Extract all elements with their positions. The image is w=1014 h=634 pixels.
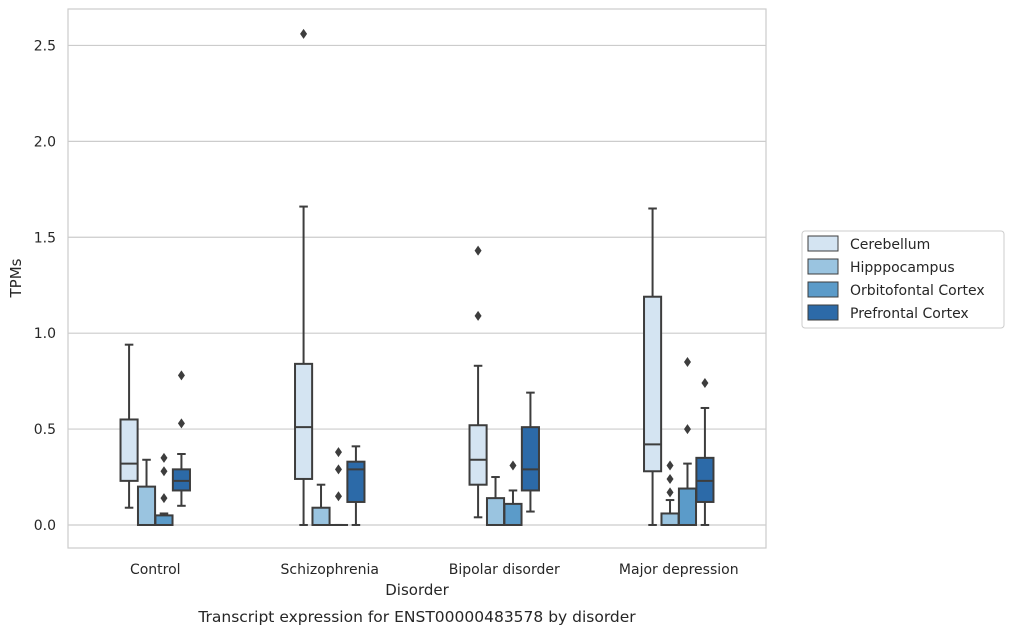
box-element	[346, 445, 366, 526]
box-element	[485, 476, 506, 526]
box-element	[136, 458, 157, 526]
y-tick-label: 0.0	[34, 518, 56, 534]
x-axis-ticks: Control Schizophrenia Bipolar disorder Majo…	[130, 562, 739, 578]
outlier-point	[177, 418, 185, 429]
outlier-point	[509, 460, 517, 471]
outlier-point	[701, 378, 709, 389]
outlier-point	[160, 466, 168, 477]
box-iqr	[136, 485, 157, 526]
box-groups	[119, 28, 715, 526]
outlier-point	[683, 424, 691, 435]
box-element	[677, 356, 698, 526]
box-iqr	[520, 426, 540, 492]
outlier-point	[666, 487, 674, 498]
outlier-point	[666, 460, 674, 471]
legend-frame	[801, 230, 1005, 329]
box-iqr	[154, 514, 174, 526]
outlier-point	[160, 452, 168, 463]
outlier-point	[666, 473, 674, 484]
series-cerebellum	[119, 28, 663, 526]
series-hipppocampus	[136, 458, 680, 526]
outlier-point	[300, 28, 308, 39]
outlier-point	[334, 447, 342, 458]
box-element	[503, 460, 523, 526]
box-element	[660, 460, 680, 526]
box-element	[643, 207, 663, 526]
outlier-point	[683, 356, 691, 367]
box-element	[468, 245, 488, 519]
legend-label: Orbitofontal Cortex	[850, 283, 985, 299]
y-tick-label: 1.0	[34, 326, 56, 342]
y-tick-label: 1.5	[34, 230, 56, 246]
x-tick-label: Major depression	[619, 562, 739, 578]
box-element	[171, 370, 191, 507]
outlier-point	[334, 464, 342, 475]
box-element	[294, 28, 314, 526]
x-tick-label: Schizophrenia	[281, 562, 379, 578]
legend: Cerebellum Hipppocampus Orbitofontal Corte…	[801, 230, 1005, 329]
box-element	[328, 447, 349, 526]
y-tick-label: 2.5	[34, 38, 56, 54]
box-iqr	[294, 362, 314, 480]
box-element	[520, 391, 540, 513]
box-element	[154, 452, 174, 526]
y-axis-label: TPMs	[7, 258, 25, 298]
box-iqr	[485, 497, 506, 526]
legend-label: Prefrontal Cortex	[850, 306, 969, 322]
legend-label: Hipppocampus	[850, 260, 955, 276]
outlier-point	[334, 491, 342, 502]
outlier-point	[177, 370, 185, 381]
outlier-point	[474, 245, 482, 256]
legend-label: Cerebellum	[850, 237, 930, 253]
y-tick-label: 2.0	[34, 134, 56, 150]
legend-swatch	[807, 235, 839, 252]
legend-swatch	[807, 281, 839, 298]
box-iqr	[311, 506, 331, 526]
box-iqr	[119, 418, 139, 482]
chart-title: Transcript expression for ENST0000048357…	[197, 608, 636, 626]
x-tick-label: Bipolar disorder	[449, 562, 560, 578]
box-iqr	[660, 512, 680, 526]
outlier-point	[160, 493, 168, 504]
x-axis-label: Disorder	[385, 581, 449, 599]
y-axis-ticks: 0.0 0.5 1.0 1.5 2.0 2.5	[34, 38, 56, 534]
box-iqr	[468, 424, 488, 486]
outlier-point	[474, 310, 482, 321]
box-element	[311, 483, 331, 526]
legend-swatch	[807, 304, 839, 321]
box-iqr	[677, 487, 698, 526]
legend-swatch	[807, 258, 839, 275]
box-element	[119, 343, 139, 509]
series-prefrontal-cortex	[171, 370, 715, 526]
box-element	[695, 378, 715, 526]
plot-area-frame	[67, 8, 767, 549]
box-iqr	[503, 502, 523, 526]
y-tick-label: 0.5	[34, 422, 56, 438]
series-orbitofontal-cortex	[154, 356, 698, 526]
box-iqr	[346, 460, 366, 503]
x-tick-label: Control	[130, 562, 181, 578]
box-iqr	[643, 295, 663, 473]
